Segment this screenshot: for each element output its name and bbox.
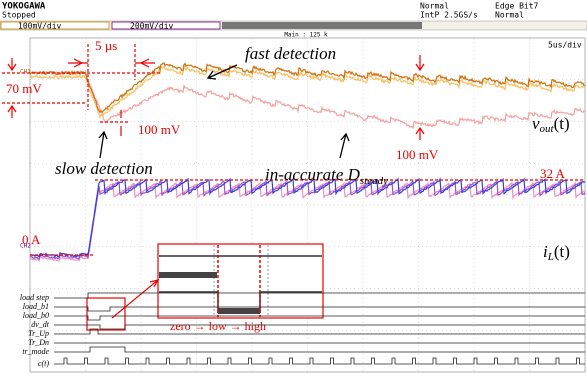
digital-label: load step bbox=[20, 293, 49, 302]
digital-label: c(t) bbox=[38, 359, 49, 368]
main-count: Main : 125 k bbox=[284, 32, 328, 39]
sampling: IntP 2.5GS/s bbox=[420, 11, 478, 20]
slow-label: slow detection bbox=[55, 159, 153, 178]
digital-label: load_b1 bbox=[23, 302, 49, 311]
trigger-mode: Normal bbox=[495, 11, 524, 20]
mode: Normal bbox=[420, 2, 449, 11]
digital-label: Tr_Dn bbox=[28, 338, 49, 347]
current-low: 0 A bbox=[22, 232, 41, 247]
vout-sub: out bbox=[540, 123, 555, 135]
time-gap: 5 µs bbox=[95, 38, 117, 53]
inset bbox=[159, 245, 322, 317]
fast-label: fast detection bbox=[245, 44, 336, 63]
ch2-scale: 200mV/div bbox=[130, 22, 174, 31]
drop-100b: 100 mV bbox=[396, 147, 439, 162]
zoom-bar bbox=[222, 22, 422, 29]
digital-label: load_b0 bbox=[23, 311, 49, 320]
digital-label: Tr_Up bbox=[28, 329, 49, 338]
vout-tail: (t) bbox=[554, 114, 570, 133]
status: Stopped bbox=[2, 11, 36, 20]
sequence-label: zero → low → high bbox=[170, 319, 266, 333]
il-tail: (t) bbox=[554, 242, 570, 261]
ch1-marker: CH1 bbox=[20, 69, 31, 76]
il-sub: L bbox=[547, 251, 554, 263]
ch1-scale: 100mV/div bbox=[18, 22, 62, 31]
current-high: 32 A bbox=[540, 166, 566, 181]
digital-label: tr_mode bbox=[22, 347, 49, 356]
inset-bar2 bbox=[218, 308, 260, 314]
inaccurate-sub: steady bbox=[360, 175, 388, 187]
timebase: 5us/div bbox=[548, 41, 582, 50]
il-label: iL(t) bbox=[543, 242, 570, 263]
digital-label: dv_dt bbox=[31, 320, 50, 329]
trigger: Edge Bit7 bbox=[495, 2, 539, 11]
scope-screen: YOKOGAWA Stopped Normal IntP 2.5GS/s Edg… bbox=[0, 0, 587, 386]
inaccurate-main: in-accurate D bbox=[265, 165, 361, 184]
drop-100a: 100 mV bbox=[138, 122, 181, 137]
inset-bar1 bbox=[159, 272, 217, 278]
drop-70: 70 mV bbox=[6, 81, 42, 96]
